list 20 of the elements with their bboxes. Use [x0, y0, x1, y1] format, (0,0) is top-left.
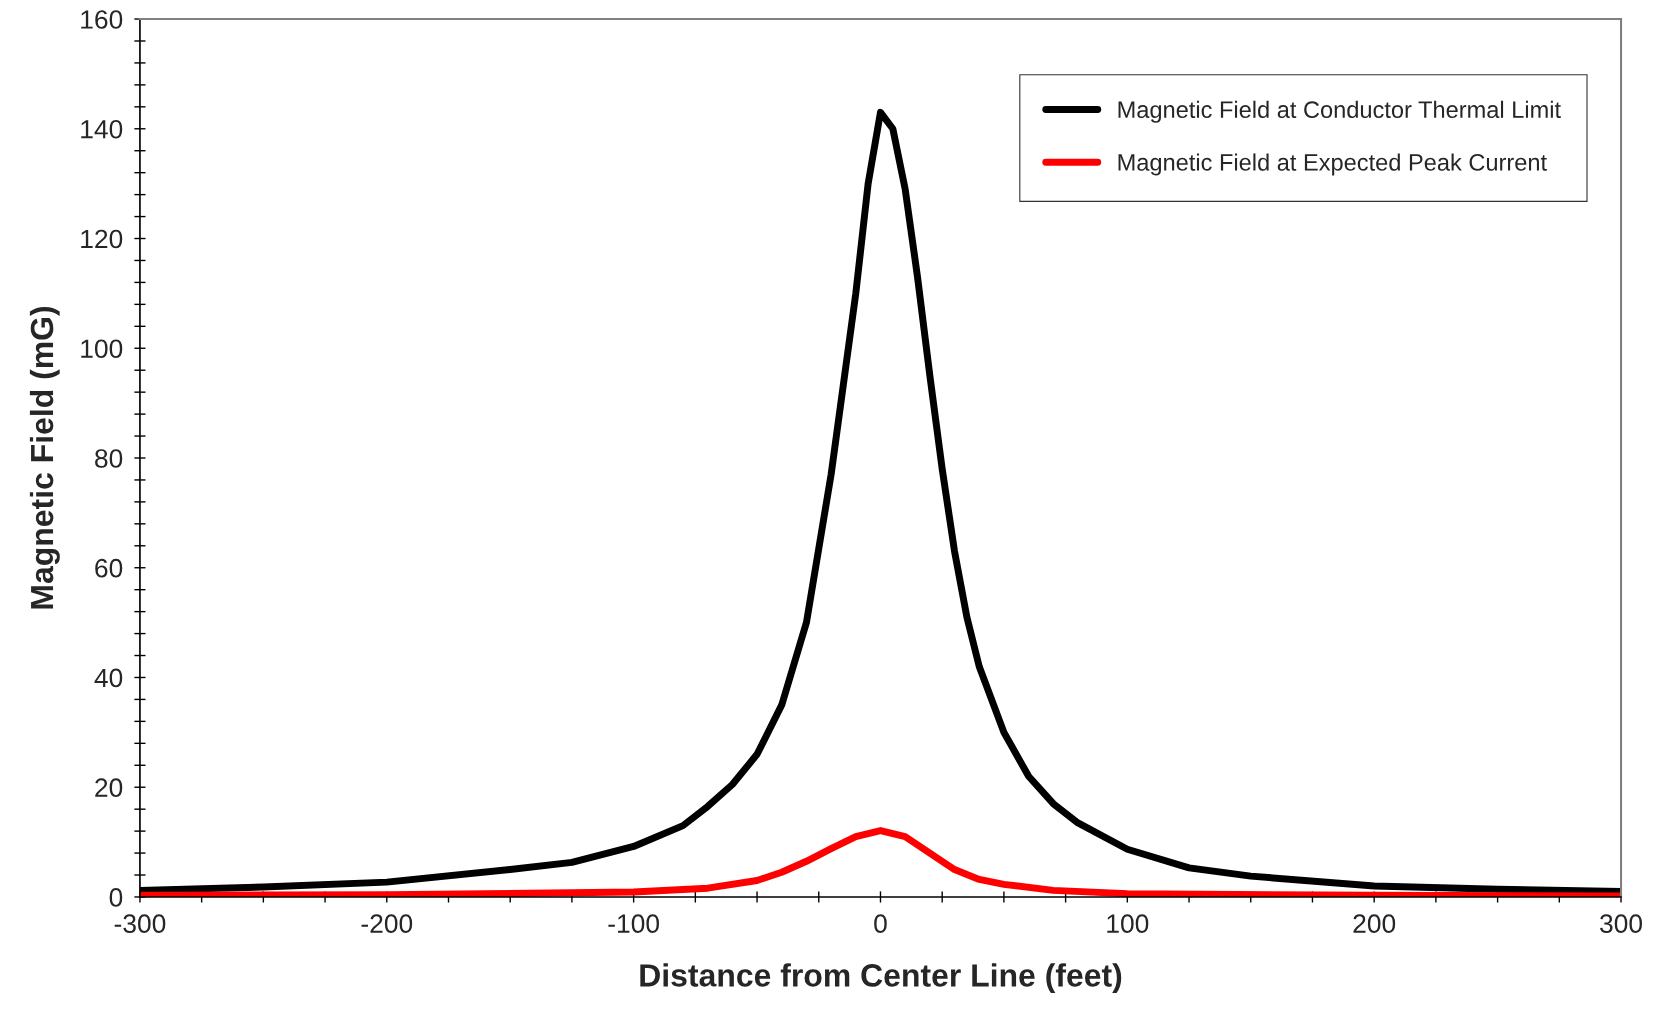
y-axis-title: Magnetic Field (mG)	[29, 306, 60, 609]
x-tick-label: -300	[114, 914, 166, 934]
x-tick-label: 200	[1353, 914, 1396, 934]
x-tick-label: 300	[1600, 914, 1643, 934]
x-axis-title: Distance from Center Line (feet)	[640, 963, 1122, 993]
x-tick-label: -100	[608, 914, 660, 934]
y-tick-label: 0	[109, 888, 123, 907]
y-tick-label: 120	[81, 229, 123, 249]
y-tick-label: 20	[95, 778, 123, 798]
y-tick-label: 60	[95, 558, 123, 578]
y-tick-label: 100	[81, 339, 123, 359]
x-tick-label: -200	[361, 914, 413, 934]
y-tick-label: 160	[81, 10, 123, 29]
legend-label: Magnetic Field at Expected Peak Current	[1118, 153, 1547, 176]
y-tick-label: 80	[95, 449, 123, 468]
y-tick-label: 40	[94, 668, 123, 688]
x-tick-label: 100	[1107, 914, 1149, 934]
y-tick-label: 140	[81, 119, 123, 139]
legend-label: Magnetic Field at Conductor Thermal Limit	[1118, 100, 1561, 123]
x-tick-label: 0	[874, 914, 887, 934]
